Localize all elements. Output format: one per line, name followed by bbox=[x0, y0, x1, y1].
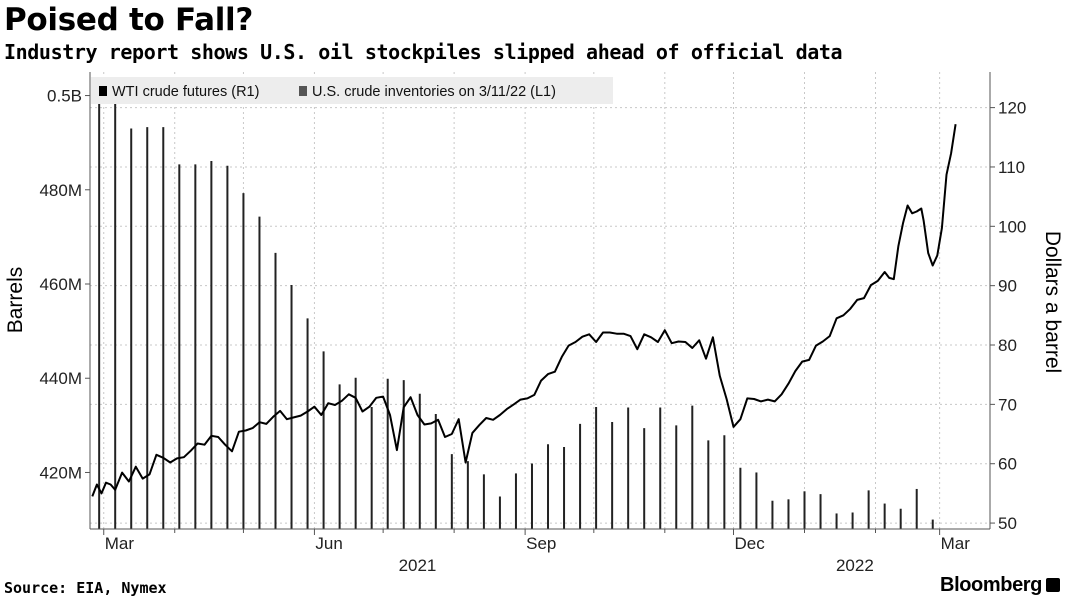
source-note: Source: EIA, Nymex bbox=[4, 579, 167, 597]
right-tick-label: 80 bbox=[998, 336, 1017, 355]
x-tick-label: Mar bbox=[941, 534, 971, 553]
left-tick-label: 480M bbox=[39, 181, 82, 200]
right-tick-label: 90 bbox=[998, 277, 1017, 296]
right-tick-label: 70 bbox=[998, 395, 1017, 414]
left-tick-label: 440M bbox=[39, 369, 82, 388]
axes: 420M 440M 460M 480M 0.5B 50 60 70 80 90 100 110 120 M… bbox=[39, 72, 1026, 575]
legend: WTI crude futures (R1) U.S. crude invent… bbox=[91, 77, 613, 104]
chart-title: Poised to Fall? bbox=[4, 2, 254, 38]
left-tick-label: 0.5B bbox=[47, 87, 82, 106]
x-tick-label: Jun bbox=[315, 534, 342, 553]
year-label: 2021 bbox=[399, 556, 437, 575]
bloomberg-logo: Bloomberg bbox=[940, 574, 1060, 597]
legend-swatch-wti bbox=[99, 86, 107, 96]
right-tick-label: 60 bbox=[998, 455, 1017, 474]
right-axis-label: Dollars a barrel bbox=[1041, 231, 1064, 373]
year-label: 2022 bbox=[836, 556, 874, 575]
bloomberg-terminal-icon bbox=[1046, 578, 1060, 592]
x-tick-label: Sep bbox=[526, 534, 556, 553]
grid-layer bbox=[90, 72, 990, 529]
inventory-bars bbox=[98, 86, 934, 529]
brand-text: Bloomberg bbox=[940, 574, 1042, 596]
right-tick-label: 120 bbox=[998, 99, 1026, 118]
legend-background bbox=[91, 77, 613, 104]
left-axis-label: Barrels bbox=[4, 267, 27, 334]
legend-label-inventories: U.S. crude inventories on 3/11/22 (L1) bbox=[312, 84, 556, 100]
right-tick-label: 110 bbox=[998, 158, 1025, 177]
left-tick-label: 420M bbox=[39, 463, 82, 482]
legend-swatch-inventories bbox=[299, 86, 307, 96]
left-tick-label: 460M bbox=[39, 275, 82, 294]
x-tick-label: Mar bbox=[105, 534, 135, 553]
x-tick-label: Dec bbox=[735, 534, 766, 553]
wti-line bbox=[91, 124, 957, 497]
chart-subtitle: Industry report shows U.S. oil stockpile… bbox=[4, 40, 843, 64]
right-tick-label: 50 bbox=[998, 514, 1017, 533]
legend-label-wti: WTI crude futures (R1) bbox=[112, 84, 259, 100]
wti-line-layer bbox=[91, 124, 957, 497]
right-tick-label: 100 bbox=[998, 217, 1026, 236]
